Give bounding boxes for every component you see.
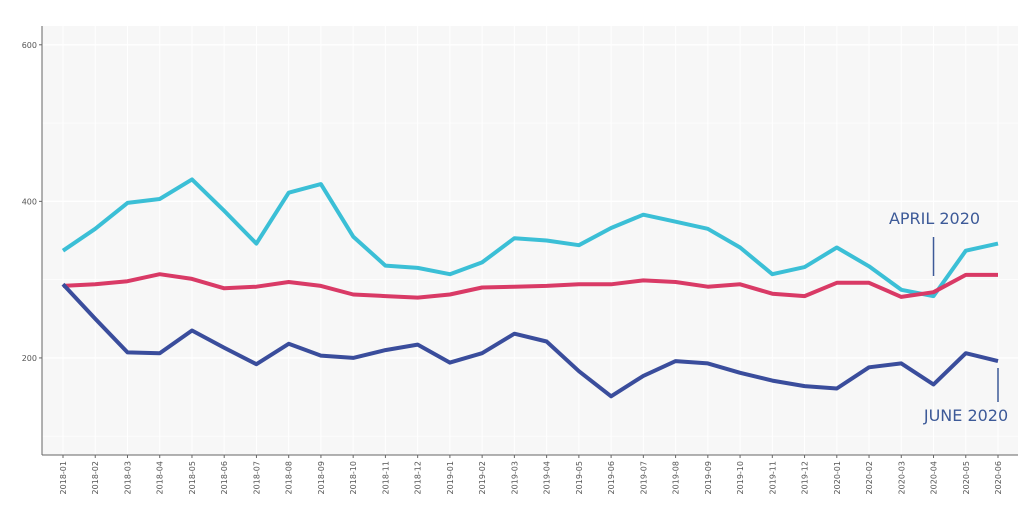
x-tick-label: 2018-11 <box>381 461 390 494</box>
x-tick-label: 2019-06 <box>607 461 616 494</box>
x-tick-label: 2019-08 <box>672 461 681 494</box>
x-tick-label: 2019-09 <box>704 461 713 494</box>
series-line-cyan <box>61 177 999 299</box>
x-tick-label: 2018-01 <box>59 461 68 494</box>
x-tick-label: 2020-03 <box>897 461 906 494</box>
x-tick-label: 2019-05 <box>575 461 584 494</box>
y-tick-labels: 200 400 600 <box>22 41 42 363</box>
x-tick-label: 2019-12 <box>801 461 810 494</box>
x-tick-label: 2019-02 <box>478 461 487 494</box>
series-line-blue <box>61 282 999 399</box>
x-tick-label: 2020-06 <box>994 461 1003 494</box>
x-tick-label: 2018-06 <box>220 461 229 494</box>
y-tick-label: 600 <box>22 41 37 50</box>
x-tick-label: 2018-02 <box>91 461 100 494</box>
x-tick-labels: 2018-01 2018-02 2018-03 2018-04 2018-05 2018-… <box>59 455 1003 494</box>
annotation-label: JUNE 2020 <box>923 406 1008 425</box>
series-lines <box>61 177 999 399</box>
x-tick-label: 2019-07 <box>639 461 648 494</box>
x-tick-label: 2018-07 <box>252 461 261 494</box>
y-tick-label: 400 <box>22 197 37 206</box>
x-tick-label: 2019-10 <box>736 461 745 494</box>
x-tick-label: 2018-09 <box>317 461 326 494</box>
y-tick-label: 200 <box>22 354 37 363</box>
x-tick-label: 2018-03 <box>123 461 132 494</box>
x-tick-label: 2018-04 <box>156 461 165 494</box>
x-tick-label: 2019-01 <box>446 461 455 494</box>
x-tick-label: 2019-11 <box>768 461 777 494</box>
gridlines <box>42 26 1018 455</box>
x-tick-label: 2020-04 <box>930 461 939 494</box>
annotation-label: APRIL 2020 <box>889 209 980 228</box>
x-tick-label: 2018-05 <box>188 461 197 494</box>
x-tick-label: 2019-04 <box>543 461 552 494</box>
x-tick-label: 2018-08 <box>285 461 294 494</box>
x-tick-label: 2018-10 <box>349 461 358 494</box>
annotations: APRIL 2020 JUNE 2020 <box>889 209 1008 425</box>
series-line-red <box>62 272 998 300</box>
x-tick-label: 2019-03 <box>510 461 519 494</box>
x-tick-label: 2018-12 <box>414 461 423 494</box>
x-tick-label: 2020-01 <box>833 461 842 494</box>
x-tick-label: 2020-02 <box>865 461 874 494</box>
x-tick-label: 2020-05 <box>962 461 971 494</box>
